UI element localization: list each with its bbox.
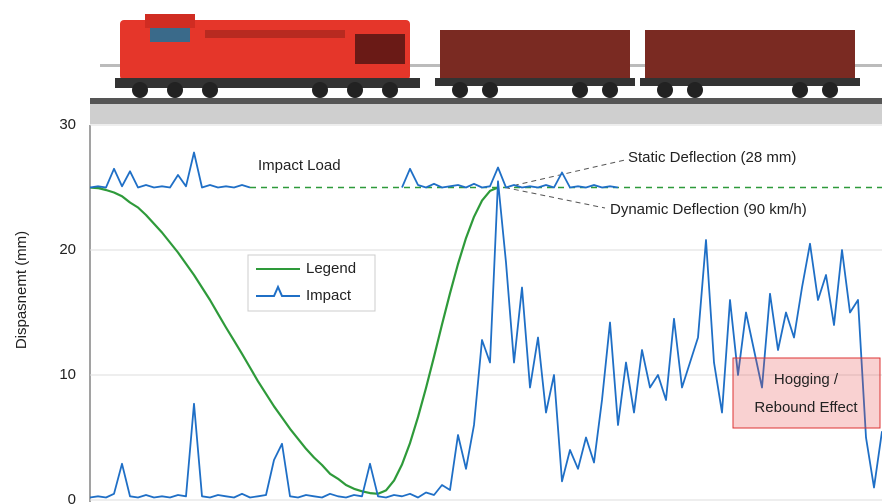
- train: [90, 14, 882, 124]
- y-tick-label: 0: [68, 491, 76, 504]
- series-line: [89, 151, 251, 189]
- legend-box: [247, 254, 376, 312]
- leader: [504, 159, 626, 188]
- annotation: Static Deflection (28 mm): [628, 149, 796, 166]
- y-tick-label: 30: [59, 116, 76, 133]
- series-line: [89, 180, 882, 499]
- annotation: Impact Load: [258, 157, 341, 174]
- annotation: Dynamic Deflection (90 km/h): [610, 201, 807, 218]
- legend-label: Legend: [306, 260, 356, 277]
- y-tick-label: 20: [59, 241, 76, 258]
- annotation: Rebound Effect: [754, 399, 858, 416]
- leader: [504, 187, 606, 209]
- callout-box: [732, 357, 881, 429]
- series-line: [401, 166, 619, 189]
- series-line: [89, 186, 499, 495]
- legend-label: Impact: [306, 287, 352, 304]
- annotation: Hogging /: [774, 371, 839, 388]
- legend-swatch: [256, 284, 300, 297]
- y-tick-label: 10: [59, 366, 76, 383]
- y-axis-label: Dispasnemt (mm): [13, 231, 30, 349]
